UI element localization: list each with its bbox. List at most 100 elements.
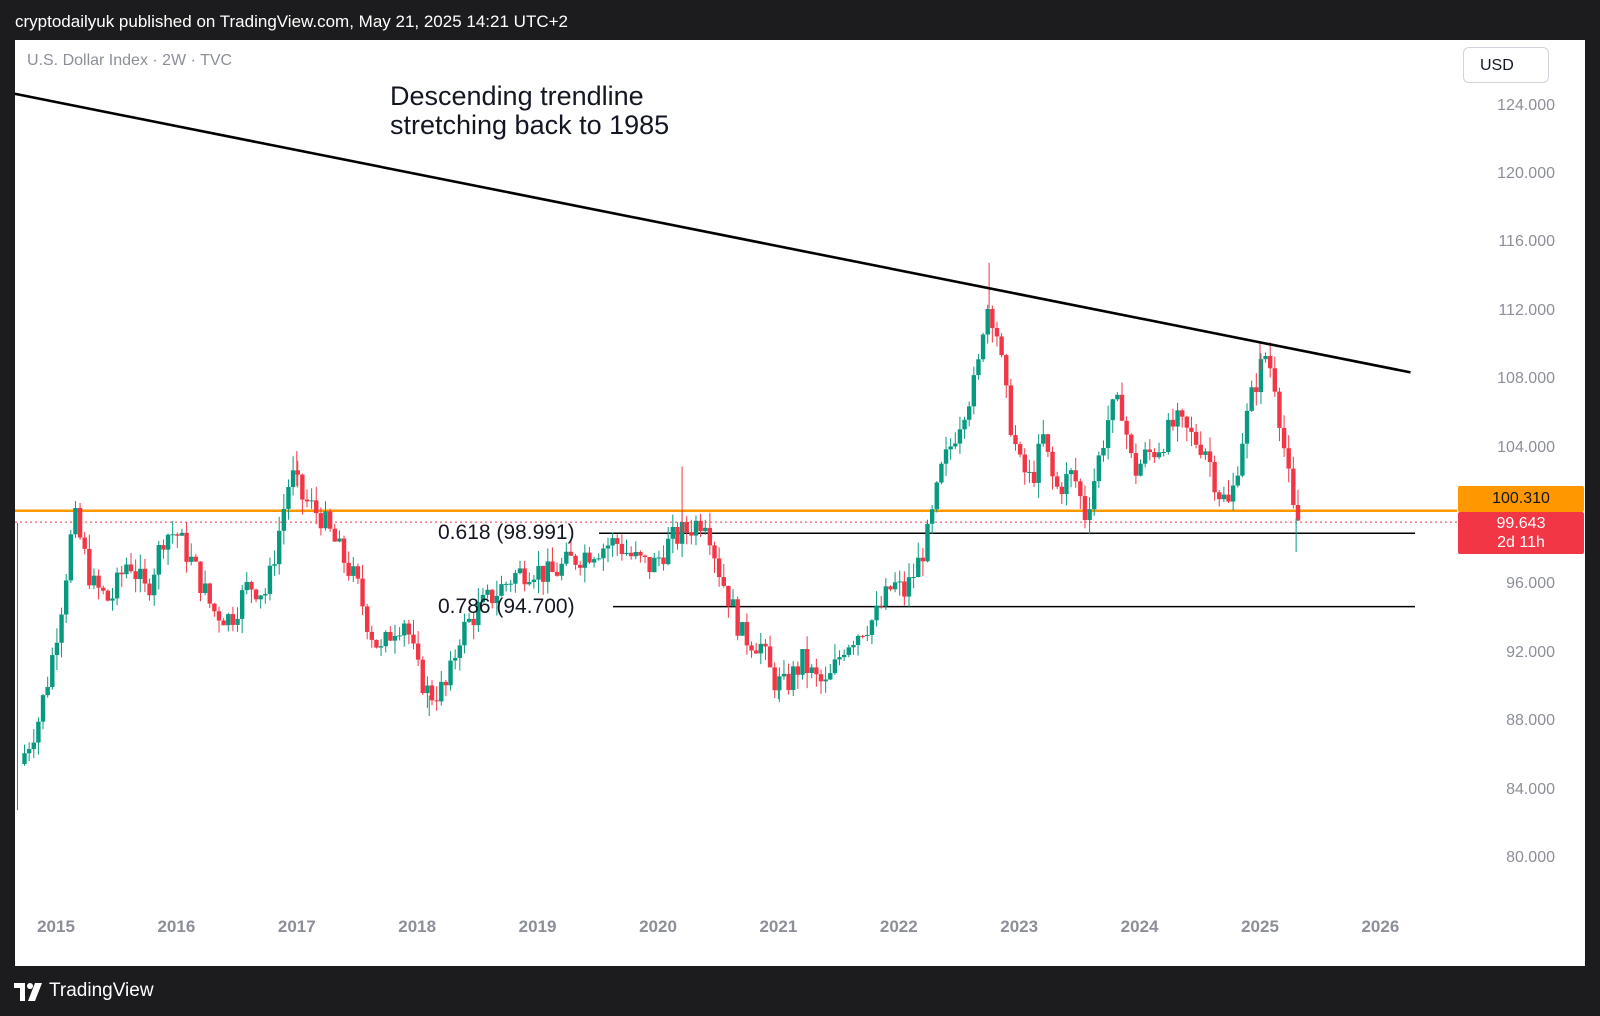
- candle-body: [351, 566, 356, 576]
- candle: [1203, 448, 1208, 460]
- candle-body: [147, 583, 152, 596]
- candle: [513, 569, 518, 593]
- candle-body: [897, 581, 902, 583]
- candle: [420, 656, 425, 696]
- candle-body: [1041, 434, 1046, 444]
- candle: [1110, 398, 1115, 433]
- candle: [161, 539, 166, 559]
- price-tick-label: 80.000: [1506, 849, 1555, 866]
- candle: [740, 621, 745, 637]
- candle: [105, 589, 111, 602]
- candle: [54, 628, 60, 671]
- candle: [189, 543, 194, 566]
- candle-body: [633, 551, 638, 557]
- currency-button[interactable]: USD: [1463, 47, 1549, 83]
- candle: [360, 564, 365, 616]
- candle: [753, 642, 759, 654]
- candle: [309, 488, 314, 510]
- candle: [87, 534, 92, 590]
- candle-body: [1045, 434, 1051, 452]
- candle-body: [101, 587, 106, 591]
- candle: [272, 550, 277, 576]
- candle-body: [781, 673, 787, 677]
- candle-body: [1212, 462, 1217, 493]
- candle-body: [1022, 454, 1027, 473]
- candle: [906, 563, 912, 608]
- candle: [1013, 425, 1018, 451]
- candle: [707, 512, 713, 555]
- price-chart[interactable]: [15, 40, 1585, 966]
- candle-body: [716, 558, 722, 578]
- candle: [670, 514, 676, 554]
- candle-body: [170, 534, 175, 536]
- candle-body: [114, 572, 120, 599]
- candle-body: [943, 449, 949, 464]
- candle-body: [591, 559, 597, 563]
- candle-body: [1217, 492, 1222, 500]
- candle-body: [1203, 451, 1208, 455]
- candle-body: [661, 557, 666, 565]
- chart-panel[interactable]: U.S. Dollar Index · 2W · TVC USD Descend…: [15, 40, 1585, 966]
- candle-body: [1054, 476, 1060, 487]
- candle: [443, 679, 449, 697]
- candle: [138, 554, 143, 593]
- candle-body: [879, 605, 884, 607]
- candle: [1152, 448, 1157, 463]
- candle: [457, 639, 463, 671]
- candle-body: [665, 538, 671, 565]
- candle: [730, 589, 736, 607]
- candle: [1184, 415, 1190, 442]
- candle: [624, 539, 629, 556]
- candle: [545, 548, 550, 594]
- candle: [1272, 356, 1278, 398]
- candles: [16, 262, 1301, 811]
- candle-body: [758, 643, 764, 654]
- candle-body: [1129, 434, 1134, 454]
- candle-body: [31, 742, 36, 750]
- candle: [193, 554, 199, 563]
- candle-body: [1092, 481, 1097, 510]
- candle: [879, 596, 884, 609]
- candle: [1133, 443, 1139, 485]
- candle-body: [587, 552, 592, 563]
- candle: [1045, 433, 1051, 458]
- candle: [332, 523, 337, 542]
- candle-body: [226, 614, 231, 626]
- candle: [337, 530, 342, 543]
- candle: [230, 606, 236, 632]
- candle-body: [286, 487, 291, 509]
- price-tick-label: 92.000: [1506, 643, 1555, 661]
- candle: [212, 602, 217, 617]
- candle-body: [378, 646, 384, 648]
- candle: [1217, 490, 1222, 507]
- time-tick-label: 2017: [277, 917, 316, 936]
- candle-body: [59, 614, 64, 643]
- candle-body: [189, 556, 194, 562]
- candle: [1244, 403, 1250, 459]
- candle-body: [1258, 359, 1264, 393]
- candle: [198, 561, 203, 602]
- candle-body: [337, 538, 342, 542]
- candle-body: [1124, 420, 1129, 435]
- candle: [364, 603, 370, 640]
- candle: [795, 661, 801, 689]
- candle: [1008, 378, 1014, 437]
- candle: [980, 332, 986, 363]
- candle-body: [707, 527, 713, 546]
- candle: [59, 607, 64, 658]
- candle-body: [545, 561, 550, 582]
- candle: [202, 570, 208, 596]
- candle: [300, 473, 305, 515]
- candle: [45, 676, 50, 698]
- candle-body: [925, 523, 930, 562]
- candle-body: [531, 579, 537, 582]
- candle-body: [865, 634, 870, 636]
- candle: [823, 666, 828, 693]
- candle-body: [207, 583, 212, 604]
- candle-body: [582, 552, 588, 568]
- candle-body: [1115, 394, 1120, 400]
- candle: [536, 551, 541, 594]
- candle-body: [1281, 427, 1287, 449]
- time-tick-label: 2025: [1241, 917, 1279, 936]
- candle-body: [1110, 399, 1115, 421]
